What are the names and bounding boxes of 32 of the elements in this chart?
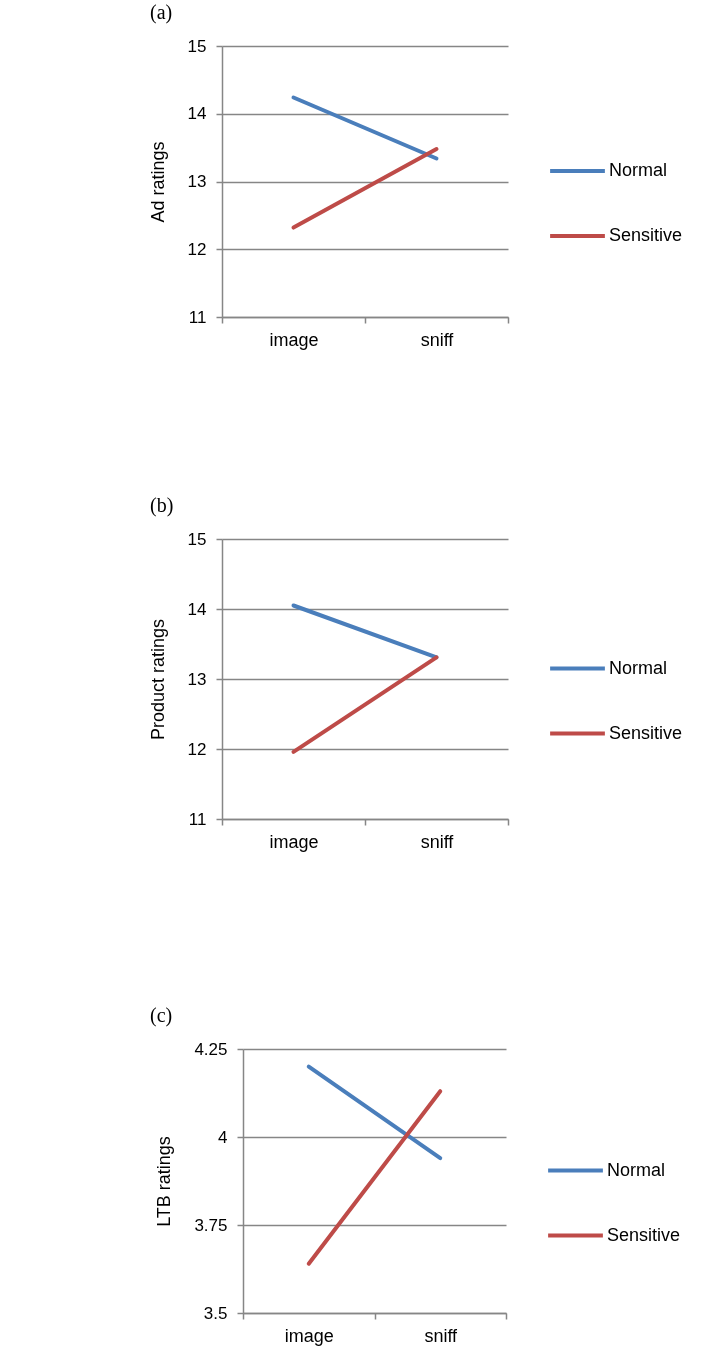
y-tick-label: 11 xyxy=(188,307,207,327)
y-axis-title: Ad ratings xyxy=(147,141,168,223)
x-tick-label: sniff xyxy=(420,329,455,350)
y-tick-label: 12 xyxy=(187,739,207,759)
y-tick-label: 14 xyxy=(187,104,207,124)
legend-label: Sensitive xyxy=(609,225,683,245)
y-tick-label: 3.75 xyxy=(194,1215,228,1235)
legend-label: Sensitive xyxy=(609,722,683,743)
x-tick-label: image xyxy=(284,1325,334,1346)
x-tick-label: sniff xyxy=(420,831,455,852)
y-axis-title: LTB ratings xyxy=(154,1136,175,1227)
y-tick-label: 11 xyxy=(188,809,207,829)
y-tick-label: 3.5 xyxy=(203,1303,228,1323)
chart-title: (a) xyxy=(150,1,173,24)
y-tick-label: 13 xyxy=(187,172,207,191)
chart-title: (c) xyxy=(150,1004,173,1027)
chart-title: (b) xyxy=(150,494,174,517)
legend-label: Normal xyxy=(607,1159,666,1180)
x-tick-label: image xyxy=(269,831,319,852)
y-axis-title: Product ratings xyxy=(147,618,168,741)
y-tick-label: 4 xyxy=(218,1127,228,1147)
y-tick-label: 4.25 xyxy=(194,1039,228,1059)
legend-label: Sensitive xyxy=(607,1224,681,1245)
y-tick-label: 13 xyxy=(187,669,207,689)
legend-label: Normal xyxy=(609,657,668,678)
y-tick-label: 15 xyxy=(187,36,207,56)
x-tick-label: image xyxy=(269,329,319,350)
legend-label: Normal xyxy=(609,160,668,180)
x-tick-label: sniff xyxy=(424,1325,459,1346)
y-tick-label: 12 xyxy=(187,239,207,259)
y-tick-label: 15 xyxy=(187,529,207,549)
y-tick-label: 14 xyxy=(187,599,207,619)
